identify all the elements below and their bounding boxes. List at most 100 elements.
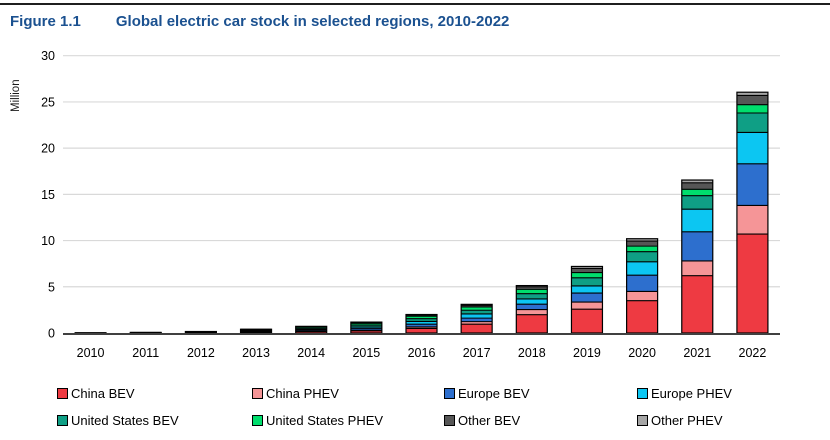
bar-2018-segment-united-states-bev: [516, 293, 548, 299]
legend-item-united-states-bev: United States BEV: [57, 413, 179, 428]
bar-2020-segment-other-phev: [626, 238, 658, 242]
bar-2020-segment-united-states-bev: [626, 251, 658, 262]
bar-2016-segment-europe-phev: [406, 321, 437, 325]
y-tick-label-25: 25: [41, 95, 55, 109]
bar-2020-segment-other-bev: [626, 241, 658, 247]
bar-2021-segment-other-phev: [681, 180, 713, 183]
x-tick-label-2016: 2016: [408, 346, 436, 360]
legend-swatch-united-states-bev: [57, 415, 68, 426]
bar-2022-segment-other-bev: [736, 95, 768, 105]
legend-label-other-phev: Other PHEV: [651, 413, 723, 428]
figure-title: Global electric car stock in selected re…: [115, 13, 510, 30]
bar-2020-segment-europe-phev: [626, 261, 658, 276]
bar-2018-segment-other-phev: [516, 285, 548, 287]
bar-2014-segment-united-states-phev: [295, 327, 327, 329]
x-tick-label-2019: 2019: [573, 346, 601, 360]
bar-2022-segment-united-states-phev: [736, 104, 768, 114]
legend-item-other-phev: Other PHEV: [637, 413, 723, 428]
legend-label-china-bev: China BEV: [71, 386, 135, 401]
figure-label: Figure 1.1: [10, 13, 81, 30]
x-tick-label-2015: 2015: [352, 346, 380, 360]
ev-stock-stacked-bar-chart: 0 5 10 15 20 25 30 2010 2011 2012 2013 2014 2015 2016…: [41, 49, 780, 360]
bar-2018-segment-europe-bev: [516, 304, 548, 310]
bar-2015-segment-europe-bev: [350, 328, 382, 331]
bar-2015-segment-united-states-phev: [350, 323, 382, 326]
bar-2019-segment-europe-bev: [571, 293, 603, 303]
bar-2016-segment-united-states-phev: [406, 316, 437, 319]
bar-2022-segment-other-phev: [736, 92, 768, 96]
bar-2019-segment-other-bev: [571, 268, 603, 273]
bar-2017-segment-united-states-phev: [461, 306, 493, 311]
legend-item-united-states-phev: United States PHEV: [252, 413, 383, 428]
x-tick-label-2014: 2014: [297, 346, 325, 360]
bar-2019-segment-united-states-phev: [571, 272, 603, 278]
x-tick-label-2011: 2011: [132, 346, 159, 360]
bar-2017-segment-china-phev: [461, 321, 493, 325]
legend-item-other-bev: Other BEV: [444, 413, 520, 428]
bar-2018-segment-other-bev: [516, 286, 548, 290]
bar-2020-segment-united-states-phev: [626, 246, 658, 252]
bar-2016-segment-china-bev: [406, 328, 437, 333]
bar-2015-segment-europe-phev: [350, 326, 382, 329]
y-tick-label-5: 5: [48, 280, 55, 294]
bar-2016-segment-other-bev: [406, 315, 437, 317]
bar-2021-segment-other-bev: [681, 182, 713, 190]
legend-label-europe-phev: Europe PHEV: [651, 386, 732, 401]
bar-2020-segment-europe-bev: [626, 275, 658, 292]
bar-2021-segment-china-bev: [681, 275, 713, 333]
bar-2015-segment-united-states-bev: [350, 325, 382, 327]
bar-2016-segment-united-states-bev: [406, 318, 437, 322]
bar-2017-segment-united-states-bev: [461, 310, 493, 314]
bar-2022-segment-china-bev: [736, 234, 768, 333]
legend-swatch-other-phev: [637, 415, 648, 426]
bar-2016-segment-china-phev: [406, 326, 437, 329]
y-tick-label-20: 20: [41, 142, 55, 156]
bar-2020-segment-china-bev: [626, 300, 658, 333]
bar-2017-segment-europe-phev: [461, 313, 493, 319]
x-tick-label-2022: 2022: [739, 346, 767, 360]
bar-2017-segment-other-bev: [461, 305, 493, 307]
legend-swatch-china-bev: [57, 388, 68, 399]
bar-outline-2011: [129, 331, 162, 334]
x-tick-label-2012: 2012: [187, 346, 215, 360]
legend-item-europe-phev: Europe PHEV: [637, 386, 732, 401]
bar-2015-segment-china-bev: [350, 330, 382, 333]
figure-header: Figure 1.1 Global electric car stock in …: [10, 13, 509, 30]
bar-2022-segment-china-phev: [736, 205, 768, 235]
bar-2021-segment-europe-bev: [681, 231, 713, 261]
bar-2019-segment-other-phev: [571, 266, 603, 269]
bar-2018-segment-china-phev: [516, 309, 548, 315]
y-tick-label-10: 10: [41, 234, 55, 248]
x-tick-label-2013: 2013: [242, 346, 270, 360]
x-tick-label-2020: 2020: [628, 346, 656, 360]
y-tick-label-30: 30: [41, 49, 55, 63]
legend-label-other-bev: Other BEV: [458, 413, 521, 428]
x-tick-label-2017: 2017: [463, 346, 491, 360]
legend-label-europe-bev: Europe BEV: [458, 386, 530, 401]
legend-swatch-united-states-phev: [252, 415, 263, 426]
x-tick-label-2010: 2010: [77, 346, 105, 360]
bar-2014-segment-united-states-bev: [295, 328, 327, 330]
bar-2018-segment-china-bev: [516, 314, 548, 333]
bar-2018-segment-united-states-phev: [516, 289, 548, 294]
bar-2014-segment-china-bev: [295, 331, 327, 333]
legend-swatch-other-bev: [444, 415, 455, 426]
x-tick-label-2021: 2021: [683, 346, 711, 360]
bar-2019-segment-china-phev: [571, 302, 603, 310]
bar-2022-segment-europe-bev: [736, 163, 768, 206]
bar-2017-segment-china-bev: [461, 324, 493, 333]
bar-2019-segment-china-bev: [571, 309, 603, 333]
bar-2021-segment-china-phev: [681, 260, 713, 276]
bar-2021-segment-united-states-phev: [681, 189, 713, 196]
bar-2022-segment-europe-phev: [736, 132, 768, 164]
legend-swatch-europe-phev: [637, 388, 648, 399]
legend-label-united-states-bev: United States BEV: [71, 413, 179, 428]
legend-item-europe-bev: Europe BEV: [444, 386, 530, 401]
y-tick-label-15: 15: [41, 188, 55, 202]
legend-swatch-europe-bev: [444, 388, 455, 399]
top-divider: [0, 3, 830, 5]
bar-2017-segment-europe-bev: [461, 318, 493, 322]
bar-2018-segment-europe-phev: [516, 298, 548, 305]
bar-2014-segment-europe-bev: [295, 330, 327, 332]
